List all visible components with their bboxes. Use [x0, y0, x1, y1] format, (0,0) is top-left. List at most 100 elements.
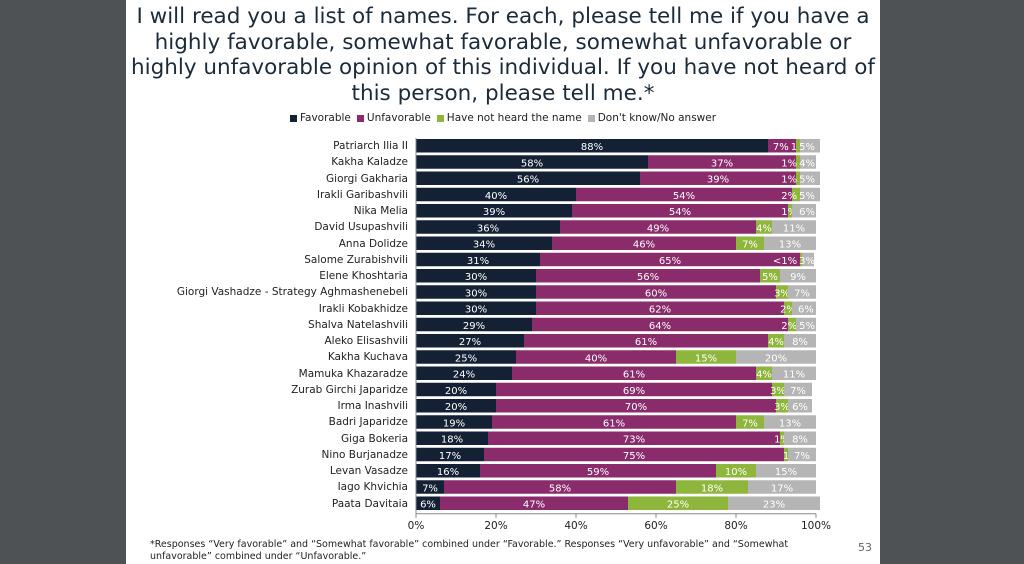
title-line: highly favorable, somewhat favorable, so…	[154, 29, 852, 55]
data-label: 3%	[774, 402, 790, 413]
bar-segment-don-t-know-no-answer	[764, 236, 816, 250]
bar-segment-favorable	[416, 317, 532, 332]
bar-segment-don-t-know-no-answer	[800, 187, 820, 202]
category-label: Badri Japaridze	[328, 416, 408, 429]
bar-segment-don-t-know-no-answer	[748, 480, 816, 494]
data-label: 18%	[441, 435, 463, 446]
data-label: 60%	[645, 288, 667, 299]
bar-segment-don-t-know-no-answer	[728, 496, 820, 510]
title-line: highly unfavorable opinion of this indiv…	[130, 55, 875, 80]
bar-segment-don-t-know-no-answer	[784, 334, 816, 348]
bar-segment-don-t-know-no-answer	[800, 155, 816, 169]
data-label: 17%	[439, 451, 461, 462]
slide-title: I will read you a list of names. For eac…	[126, 4, 880, 106]
bar-segment-have-not-heard-the-name	[788, 317, 796, 332]
data-label: 16%	[437, 467, 459, 478]
data-label: 40%	[585, 353, 607, 364]
bar-segment-have-not-heard-the-name	[772, 382, 784, 397]
bar-segment-have-not-heard-the-name	[716, 464, 756, 478]
data-label: 54%	[669, 207, 691, 218]
data-label: 3%	[774, 288, 790, 299]
data-label: 20%	[445, 402, 467, 413]
legend-item: Have not heard the name	[436, 112, 582, 124]
data-label: 7%	[773, 142, 789, 153]
category-label: Aleko Elisashvili	[324, 335, 409, 347]
data-label: 7%	[742, 240, 758, 251]
category-label: Irakli Kobakhidze	[318, 302, 408, 315]
bar-segment-have-not-heard-the-name	[792, 187, 800, 202]
legend-item: Favorable	[289, 112, 351, 124]
bar-segment-favorable	[416, 155, 648, 169]
bar-segment-have-not-heard-the-name	[676, 350, 736, 364]
data-label: 1%	[774, 435, 790, 446]
bar-segment-unfavorable	[496, 399, 776, 413]
data-label: 65%	[659, 256, 681, 267]
data-label: 4%	[768, 337, 784, 348]
data-label: 49%	[647, 223, 669, 234]
data-label: 7%	[794, 451, 810, 462]
bar-segment-don-t-know-no-answer	[800, 171, 820, 185]
bar-segment-have-not-heard-the-name	[780, 431, 784, 445]
bar-segment-don-t-know-no-answer	[788, 447, 816, 462]
bar-segment-favorable	[416, 415, 492, 429]
title-line: this person, please tell me.*	[351, 80, 655, 106]
bar-segment-have-not-heard-the-name	[796, 155, 800, 169]
legend-swatch	[289, 114, 297, 122]
x-tick-label: 20%	[484, 520, 507, 532]
data-label: 47%	[523, 500, 545, 511]
bar-segment-unfavorable	[768, 139, 796, 153]
bar-segment-favorable	[416, 204, 572, 218]
legend-swatch	[587, 114, 595, 122]
bar-segment-have-not-heard-the-name	[784, 301, 792, 315]
data-label: 30%	[465, 305, 487, 316]
category-label: Nino Burjanadze	[321, 448, 408, 461]
bar-segment-don-t-know-no-answer	[736, 350, 816, 364]
data-label: 10%	[725, 467, 747, 478]
data-label: 56%	[517, 175, 539, 186]
legend-label: Favorable	[299, 112, 351, 124]
bar-segment-don-t-know-no-answer	[796, 317, 816, 332]
bar-segment-unfavorable	[524, 334, 768, 348]
stacked-bar-chart: 88% 7% 1 5%58% 37% 1% 4%56% 39% 1% 5%40% 54% 2% 5%39…	[408, 138, 831, 532]
data-label: 30%	[465, 288, 487, 299]
data-label: 2%	[781, 321, 797, 332]
data-label: 69%	[623, 386, 645, 397]
data-label: 9%	[790, 272, 806, 283]
bar-segment-have-not-heard-the-name	[736, 236, 764, 250]
bar-segment-unfavorable	[572, 204, 788, 218]
data-label: 6%	[792, 402, 808, 413]
chart-legend: Favorable Unfavorable Have not heard the n…	[126, 112, 880, 124]
category-label: Shalva Natelashvili	[308, 318, 408, 331]
bar-segment-don-t-know-no-answer	[788, 399, 812, 413]
data-label: 3%	[799, 256, 815, 267]
data-label: 5%	[762, 272, 778, 283]
bar-segment-unfavorable	[640, 171, 796, 185]
bar-segment-unfavorable	[440, 496, 628, 510]
data-label: 25%	[667, 500, 689, 511]
bar-segment-favorable	[416, 480, 444, 494]
category-label: Mamuka Khazaradze	[298, 367, 408, 380]
legend-label: Unfavorable	[366, 112, 431, 124]
data-label: 2%	[780, 305, 796, 316]
legend-label: Don't know/No answer	[597, 112, 717, 124]
bar-segment-don-t-know-no-answer	[802, 252, 814, 267]
footnote: *Responses “Very favorable” and “Somewha…	[150, 539, 789, 562]
bar-segment-have-not-heard-the-name	[760, 269, 780, 283]
category-label: Irma Inashvili	[337, 400, 408, 412]
data-label: 17%	[771, 483, 793, 494]
bar-segment-unfavorable	[560, 220, 756, 234]
bar-segment-don-t-know-no-answer	[764, 415, 816, 429]
data-label: 4%	[799, 158, 815, 169]
category-label: Patriarch Ilia II	[333, 140, 408, 152]
bar-segment-have-not-heard-the-name	[736, 415, 764, 429]
category-label: Paata Davitaia	[331, 497, 408, 510]
bar-segment-have-not-heard-the-name	[628, 496, 728, 510]
bar-segment-unfavorable	[648, 155, 796, 169]
bar-segment-don-t-know-no-answer	[792, 301, 816, 315]
data-label: 11%	[783, 223, 805, 234]
data-label: 75%	[623, 451, 645, 462]
bar-segment-don-t-know-no-answer	[784, 382, 812, 397]
data-label: 5%	[799, 175, 815, 186]
bar-segment-unfavorable	[492, 415, 736, 429]
category-label: David Usupashvili	[314, 221, 408, 234]
